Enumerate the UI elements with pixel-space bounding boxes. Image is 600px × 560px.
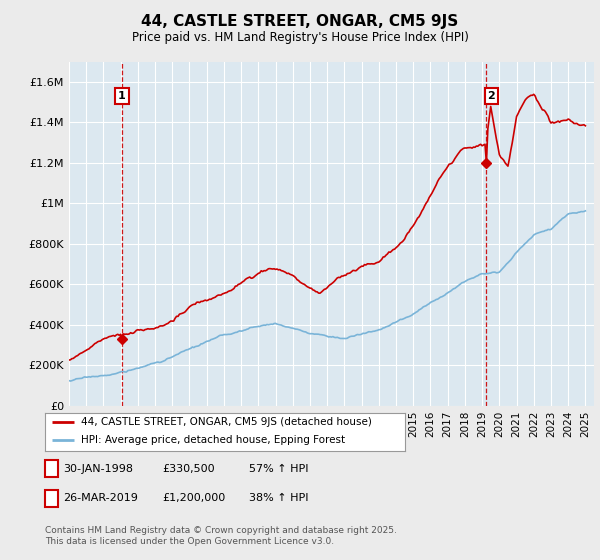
Text: 44, CASTLE STREET, ONGAR, CM5 9JS: 44, CASTLE STREET, ONGAR, CM5 9JS xyxy=(142,14,458,29)
Text: £1,200,000: £1,200,000 xyxy=(162,493,225,503)
Text: Contains HM Land Registry data © Crown copyright and database right 2025.
This d: Contains HM Land Registry data © Crown c… xyxy=(45,526,397,546)
Text: 2: 2 xyxy=(48,493,55,503)
Text: 2: 2 xyxy=(487,91,495,101)
Text: 26-MAR-2019: 26-MAR-2019 xyxy=(63,493,138,503)
Text: 30-JAN-1998: 30-JAN-1998 xyxy=(63,464,133,474)
Text: 44, CASTLE STREET, ONGAR, CM5 9JS (detached house): 44, CASTLE STREET, ONGAR, CM5 9JS (detac… xyxy=(81,417,372,427)
Text: Price paid vs. HM Land Registry's House Price Index (HPI): Price paid vs. HM Land Registry's House … xyxy=(131,31,469,44)
Text: £330,500: £330,500 xyxy=(162,464,215,474)
Text: HPI: Average price, detached house, Epping Forest: HPI: Average price, detached house, Eppi… xyxy=(81,435,345,445)
Text: 1: 1 xyxy=(118,91,126,101)
Text: 1: 1 xyxy=(48,464,55,474)
Text: 38% ↑ HPI: 38% ↑ HPI xyxy=(249,493,308,503)
Text: 57% ↑ HPI: 57% ↑ HPI xyxy=(249,464,308,474)
